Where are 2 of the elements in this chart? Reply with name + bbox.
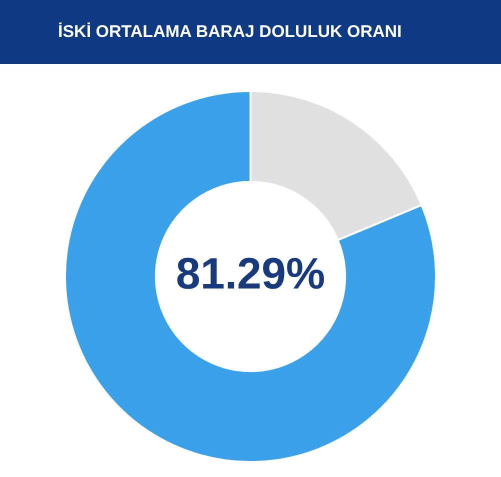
data-label: 81.29% xyxy=(176,250,326,299)
chart-title: İSKİ ORTALAMA BARAJ DOLULUK ORANI xyxy=(58,22,402,42)
